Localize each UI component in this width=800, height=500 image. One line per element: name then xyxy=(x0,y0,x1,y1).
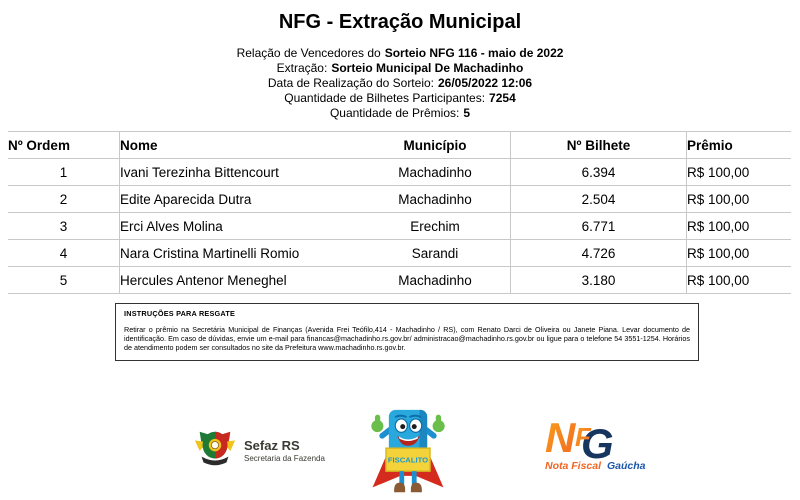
table-row: 3 Erci Alves Molina Erechim 6.771 R$ 100,00 xyxy=(8,212,791,240)
nfg-tagline-blue: Gaúcha xyxy=(607,460,646,472)
winners-table-head: Nº Ordem Nome Município Nº Bilhete Prêmio xyxy=(8,131,791,159)
table-cell: Sarandi xyxy=(360,239,511,267)
table-cell: 3 xyxy=(8,212,120,240)
instructions-title: INSTRUÇÕES PARA RESGATE xyxy=(124,309,236,318)
sefaz-rs-logo: Sefaz RS Secretaria da Fazenda xyxy=(192,426,325,475)
subtitle-label: Quantidade de Bilhetes Participantes: xyxy=(284,91,486,105)
table-cell: Machadinho xyxy=(360,185,511,213)
table-cell: 4 xyxy=(8,239,120,267)
table-cell: Erci Alves Molina xyxy=(119,212,360,240)
header-subtitle: Relação de Vencedores do Sorteio NFG 116 … xyxy=(0,46,800,121)
table-cell: Machadinho xyxy=(360,266,511,294)
table-cell: Nara Cristina Martinelli Romio xyxy=(119,239,360,267)
column-header: Nome xyxy=(119,131,360,159)
subtitle-label: Relação de Vencedores do xyxy=(236,46,381,60)
sefaz-logo-text: Sefaz RS Secretaria da Fazenda xyxy=(244,438,325,463)
subtitle-line: Quantidade de Bilhetes Participantes: 725… xyxy=(0,91,800,106)
subtitle-value: 7254 xyxy=(489,91,516,105)
column-header: Prêmio xyxy=(686,131,791,159)
table-cell: R$ 100,00 xyxy=(686,212,791,240)
table-cell: 2 xyxy=(8,185,120,213)
subtitle-line: Data de Realização do Sorteio: 26/05/2022… xyxy=(0,76,800,91)
column-header: Nº Bilhete xyxy=(510,131,687,159)
table-cell: 6.394 xyxy=(510,158,687,186)
table-cell: Ivani Terezinha Bittencourt xyxy=(119,158,360,186)
table-cell: 5 xyxy=(8,266,120,294)
column-header: Município xyxy=(360,131,511,159)
subtitle-label: Data de Realização do Sorteio: xyxy=(267,76,434,90)
nfg-letter-f: F xyxy=(575,422,592,452)
subtitle-label: Extração: xyxy=(276,61,328,75)
nfg-tagline-orange: Nota Fiscal xyxy=(545,460,602,472)
table-cell: Edite Aparecida Dutra xyxy=(119,185,360,213)
table-cell: 6.771 xyxy=(510,212,687,240)
table-cell: Machadinho xyxy=(360,158,511,186)
subtitle-label: Quantidade de Prêmios: xyxy=(329,106,460,120)
svg-text:Nota Fiscal Gaúcha: Nota Fiscal Gaúcha xyxy=(545,460,646,472)
mascot-sign-text: FISCALITO xyxy=(388,456,428,465)
subtitle-line: Quantidade de Prêmios: 5 xyxy=(0,106,800,121)
table-cell: R$ 100,00 xyxy=(686,266,791,294)
table-row: 5 Hercules Antenor Meneghel Machadinho 3.18… xyxy=(8,266,791,294)
table-cell: 4.726 xyxy=(510,239,687,267)
fiscalito-mascot-icon: FISCALITO xyxy=(360,407,456,500)
instructions-body: Retirar o prêmio na Secretária Municipal… xyxy=(124,325,690,352)
subtitle-line: Extração: Sorteio Municipal De Machadinho xyxy=(0,61,800,76)
nfg-letter-n: N xyxy=(545,415,577,461)
table-cell: Erechim xyxy=(360,212,511,240)
table-row: 1 Ivani Terezinha Bittencourt Machadinho 6.… xyxy=(8,158,791,186)
table-cell: 1 xyxy=(8,158,120,186)
table-cell: R$ 100,00 xyxy=(686,239,791,267)
subtitle-line: Relação de Vencedores do Sorteio NFG 116 … xyxy=(0,46,800,61)
subtitle-value: Sorteio Municipal De Machadinho xyxy=(331,61,524,75)
table-cell: 2.504 xyxy=(510,185,687,213)
subtitle-value: 5 xyxy=(463,106,471,120)
sefaz-subtitle: Secretaria da Fazenda xyxy=(244,454,325,463)
sefaz-name: Sefaz RS xyxy=(244,438,300,453)
subtitle-value: 26/05/2022 12:06 xyxy=(438,76,533,90)
sefaz-coat-of-arms-icon xyxy=(192,426,238,475)
nota-fiscal-gaucha-logo: G N F Nota Fiscal Gaúcha xyxy=(543,414,651,478)
redeem-instructions-box: INSTRUÇÕES PARA RESGATE Retirar o prêmio… xyxy=(115,303,699,361)
page-title: NFG - Extração Municipal xyxy=(278,11,522,33)
table-cell: R$ 100,00 xyxy=(686,185,791,213)
table-row: 2 Edite Aparecida Dutra Machadinho 2.504 R$ … xyxy=(8,185,791,213)
table-row: 4 Nara Cristina Martinelli Romio Sarandi 4.… xyxy=(8,239,791,267)
subtitle-value: Sorteio NFG 116 - maio de 2022 xyxy=(384,46,564,60)
nfg-letter-g: G xyxy=(581,420,614,467)
winners-table-body: 1 Ivani Terezinha Bittencourt Machadinho 6.… xyxy=(8,158,791,294)
table-cell: Hercules Antenor Meneghel xyxy=(119,266,360,294)
header-row: Nº Ordem Nome Município Nº Bilhete Prêmio xyxy=(8,131,791,159)
table-cell: R$ 100,00 xyxy=(686,158,791,186)
column-header: Nº Ordem xyxy=(8,131,120,159)
table-cell: 3.180 xyxy=(510,266,687,294)
